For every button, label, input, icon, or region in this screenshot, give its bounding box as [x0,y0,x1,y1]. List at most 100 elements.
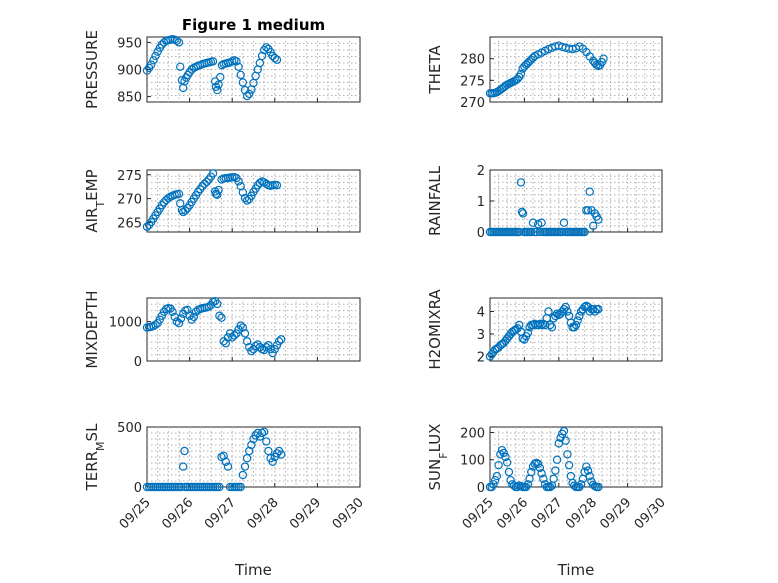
data-point [191,307,201,316]
x-axis-label: Time [557,561,595,579]
data-point [268,457,277,466]
data-point [181,206,190,215]
data-point [559,426,569,436]
data-point [589,305,598,314]
data-point [570,323,579,332]
data-point [214,80,223,89]
data-point [159,198,169,207]
data-point [551,311,560,321]
data-point [185,311,194,320]
y-tick-label: 270 [460,96,485,111]
data-point [518,209,528,218]
data-point [262,343,271,352]
y-tick-label: 1000 [109,316,142,331]
ylabel-2: THETA [426,45,444,95]
data-point [537,320,546,330]
data-point [204,302,213,311]
data-point [230,331,239,340]
data-point [236,70,245,80]
data-point [554,439,564,448]
data-point [176,62,185,71]
data-point [240,329,250,338]
ylabel-3: AIRTEMP [83,169,107,232]
data-point [245,343,254,352]
data-point [147,60,156,69]
data-point [583,206,593,215]
data-point [221,457,231,466]
data-point [264,341,273,350]
ylabel-4: RAINFALL [426,165,444,236]
y-tick-label: 0 [477,226,485,241]
data-point [546,320,555,330]
ylabel-5: MIXDEPTH [83,290,101,368]
data-point [234,62,243,71]
data-point [251,341,260,351]
y-tick-label: 275 [117,169,142,184]
data-point [559,218,569,227]
data-point [272,181,282,190]
data-point [174,38,184,47]
data-point [168,307,177,316]
data-point [174,319,184,328]
data-point [215,311,224,320]
data-point [270,344,279,354]
y-tick-label: 4 [477,306,485,321]
subplot-6: 2 3 4 H2OMIXRA [426,289,663,370]
y-tick-label: 2 [477,351,485,366]
data-point [236,482,245,492]
data-point [580,227,589,237]
ylabel-1: PRESSURE [83,30,101,109]
chart-title: Figure 1 medium [182,16,325,34]
y-tick-label: 200 [460,426,485,441]
data-point [517,207,527,217]
data-point [268,348,277,358]
data-point [187,65,196,74]
data-point [585,471,594,481]
data-point [180,77,189,86]
y-tick-label: 280 [460,53,485,68]
data-point [537,469,546,478]
data-point [544,307,553,316]
data-point [527,467,536,477]
data-point [563,307,572,316]
data-point [174,189,184,199]
data-point [185,68,194,77]
data-point [157,311,167,320]
data-point [238,470,248,480]
y-tick-label: 265 [117,216,142,231]
subplot-1: 850 900 950 PRESSURE Figure 1 medium [83,16,361,109]
data-point [242,337,252,346]
data-point [539,474,548,484]
data-point [592,60,601,69]
data-point [214,185,223,195]
ylabel-7: TERRMSL [83,423,107,492]
ylabel-6: H2OMIXRA [426,289,444,370]
data-point [238,323,248,332]
data-point [535,319,545,329]
data-point [221,339,231,348]
data-point [527,227,536,237]
y-tick-label: 900 [117,64,142,79]
subplot-5: 0 1000 MIXDEPTH [83,290,361,370]
data-point [164,193,173,203]
data-point [259,178,269,187]
data-point [561,302,570,312]
data-point [563,450,572,459]
data-point [537,218,546,227]
data-point [585,187,594,196]
data-point [594,215,603,224]
subplot-4: 0 1 2 RAINFALL [426,164,663,241]
data-point [594,482,603,492]
data-point [546,482,555,492]
data-point [255,178,265,188]
data-point [176,482,186,492]
data-point [523,480,533,489]
data-point [213,299,222,309]
y-tick-label: 275 [460,74,485,89]
y-tick-label: 0 [477,481,485,496]
data-point [589,221,598,230]
y-tick-label: 2 [477,164,485,179]
data-point [202,177,211,187]
